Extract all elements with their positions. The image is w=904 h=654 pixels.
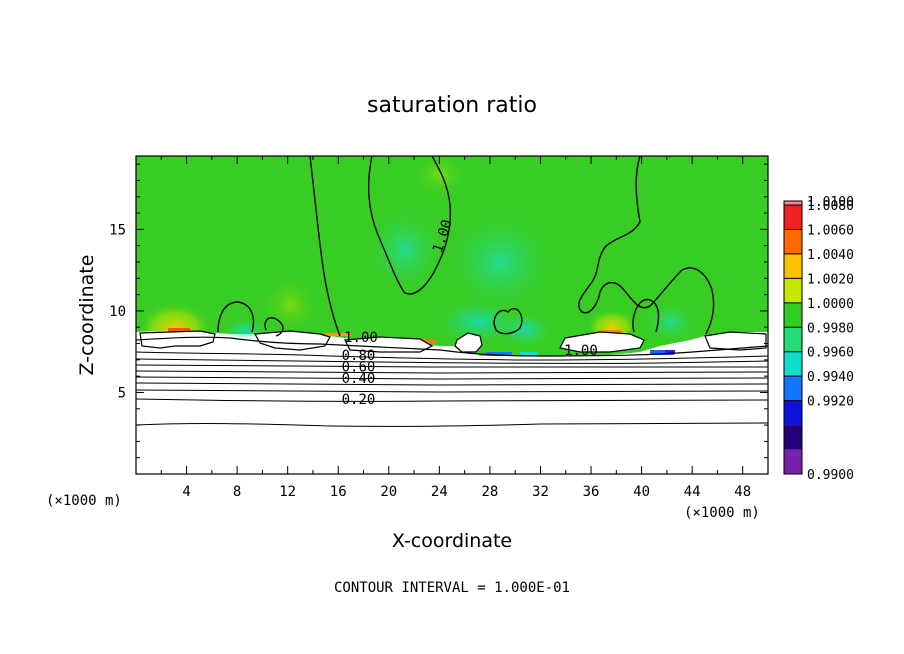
y-tick-label: 15 bbox=[109, 222, 126, 238]
contour-0-50 bbox=[136, 376, 768, 380]
colorbar-swatch bbox=[784, 302, 802, 328]
colorbar-label: 0.9960 bbox=[807, 346, 854, 361]
contour-labels: 1.001.001.000.800.600.400.20 bbox=[342, 218, 598, 408]
contour-1-00-b bbox=[367, 156, 452, 295]
colorbar-swatch bbox=[784, 425, 802, 450]
colorbar-swatch bbox=[784, 278, 802, 303]
anomaly-cyan-3 bbox=[640, 300, 700, 344]
colorbar-swatch bbox=[784, 229, 802, 254]
colorbar-label: 0.9980 bbox=[807, 321, 854, 336]
x-tick-label: 24 bbox=[431, 484, 448, 500]
colorbar-swatch bbox=[784, 400, 802, 426]
contour-0-20 bbox=[136, 398, 768, 402]
anomaly-teal-2 bbox=[500, 314, 550, 346]
contour-interval-note: CONTOUR INTERVAL = 1.000E-01 bbox=[334, 580, 570, 596]
x-tick-label: 44 bbox=[684, 484, 701, 500]
white-blob-4 bbox=[454, 332, 483, 353]
colorbar-label: 1.0020 bbox=[807, 272, 854, 287]
contour-1-00-a bbox=[309, 156, 341, 337]
spot-orange-3 bbox=[420, 340, 436, 343]
contour-label: 0.80 bbox=[342, 348, 376, 364]
colorbar-label: 0.9940 bbox=[807, 370, 854, 385]
colorbar-label: 0.9900 bbox=[807, 468, 854, 483]
contour-1-00-g bbox=[264, 317, 284, 337]
spot-orange-2 bbox=[325, 333, 351, 336]
anomaly-warm-2 bbox=[586, 302, 638, 338]
spot-blue-2 bbox=[650, 350, 674, 355]
colorbar-swatch bbox=[784, 327, 802, 352]
colorbar-swatch bbox=[784, 205, 802, 230]
colorbar-swatch bbox=[784, 351, 802, 377]
spot-blue-1 bbox=[486, 352, 512, 356]
colorbar-swatch bbox=[784, 253, 802, 279]
white-blob-2 bbox=[254, 330, 331, 351]
colorbar-label: 1.0000 bbox=[807, 297, 854, 312]
x-tick-label: 12 bbox=[279, 484, 296, 500]
colorbar-swatch bbox=[784, 376, 802, 401]
anomaly-teal-1 bbox=[440, 302, 516, 342]
contour-0-90 bbox=[136, 351, 768, 361]
white-blob-1 bbox=[139, 330, 216, 349]
spot-blue-3 bbox=[665, 350, 675, 354]
colorbar-label: 1.0080 bbox=[807, 199, 854, 214]
plot-area bbox=[136, 156, 768, 474]
spot-orange-4 bbox=[600, 330, 622, 333]
anomaly-cyan-1 bbox=[440, 207, 560, 317]
colorbar-label: 0.9920 bbox=[807, 395, 854, 410]
x-tick-label: 40 bbox=[633, 484, 650, 500]
x-tick-label: 16 bbox=[330, 484, 347, 500]
colorbar-label: 1.0060 bbox=[807, 223, 854, 238]
contour-0-60 bbox=[136, 370, 768, 374]
colorbar-swatch bbox=[784, 201, 802, 205]
contour-1-00-e bbox=[493, 307, 523, 335]
contour-label: 1.00 bbox=[564, 343, 598, 359]
plot-frame bbox=[135, 155, 769, 475]
anomaly-lime-2 bbox=[412, 156, 468, 197]
anomaly-lime-1 bbox=[260, 275, 320, 335]
contour-lines bbox=[136, 156, 768, 427]
x-units-label: (×1000 m) bbox=[684, 505, 760, 521]
y-axis-ticks: 5 10 15 bbox=[109, 163, 768, 459]
contour-1-00-f bbox=[632, 298, 660, 333]
x-tick-label: 8 bbox=[233, 484, 241, 500]
contour-0-30 bbox=[136, 389, 768, 393]
contour-0-40 bbox=[136, 382, 768, 386]
x-axis-ticks: 4 8 12 16 20 24 28 32 36 40 44 48 bbox=[160, 156, 751, 500]
contour-0-10 bbox=[136, 422, 768, 427]
y-tick-label: 5 bbox=[118, 385, 126, 401]
colorbar-label: 1.0100 bbox=[807, 195, 854, 210]
contour-sat-edge bbox=[136, 336, 768, 357]
x-tick-label: 32 bbox=[532, 484, 549, 500]
contour-label: 0.40 bbox=[342, 371, 376, 387]
x-tick-label: 4 bbox=[182, 484, 190, 500]
chart-title: saturation ratio bbox=[367, 93, 537, 118]
x-tick-label: 20 bbox=[380, 484, 397, 500]
white-blob-6 bbox=[704, 331, 767, 351]
contour-label: 0.60 bbox=[342, 359, 376, 375]
x-axis-title: X-coordinate bbox=[392, 530, 512, 552]
y-tick-label: 10 bbox=[109, 304, 126, 320]
x-tick-label: 36 bbox=[583, 484, 600, 500]
contour-label: 1.00 bbox=[344, 330, 378, 346]
spot-orange-1 bbox=[168, 328, 190, 332]
colorbar-swatch bbox=[784, 449, 802, 474]
contour-label: 0.20 bbox=[342, 392, 376, 408]
contour-1-00-c bbox=[578, 156, 715, 335]
colorbar-label: 1.0040 bbox=[807, 248, 854, 263]
x-tick-label: 48 bbox=[734, 484, 751, 500]
anomaly-cyan-2 bbox=[365, 205, 445, 295]
spot-cyan-1 bbox=[520, 352, 538, 356]
z-units-label: (×1000 m) bbox=[46, 493, 122, 509]
white-blob-5 bbox=[559, 331, 645, 353]
y-axis-title: Z-coordinate bbox=[76, 255, 98, 376]
contour-0-80 bbox=[136, 358, 768, 364]
contour-1-00-d bbox=[217, 301, 255, 333]
x-tick-label: 28 bbox=[481, 484, 498, 500]
